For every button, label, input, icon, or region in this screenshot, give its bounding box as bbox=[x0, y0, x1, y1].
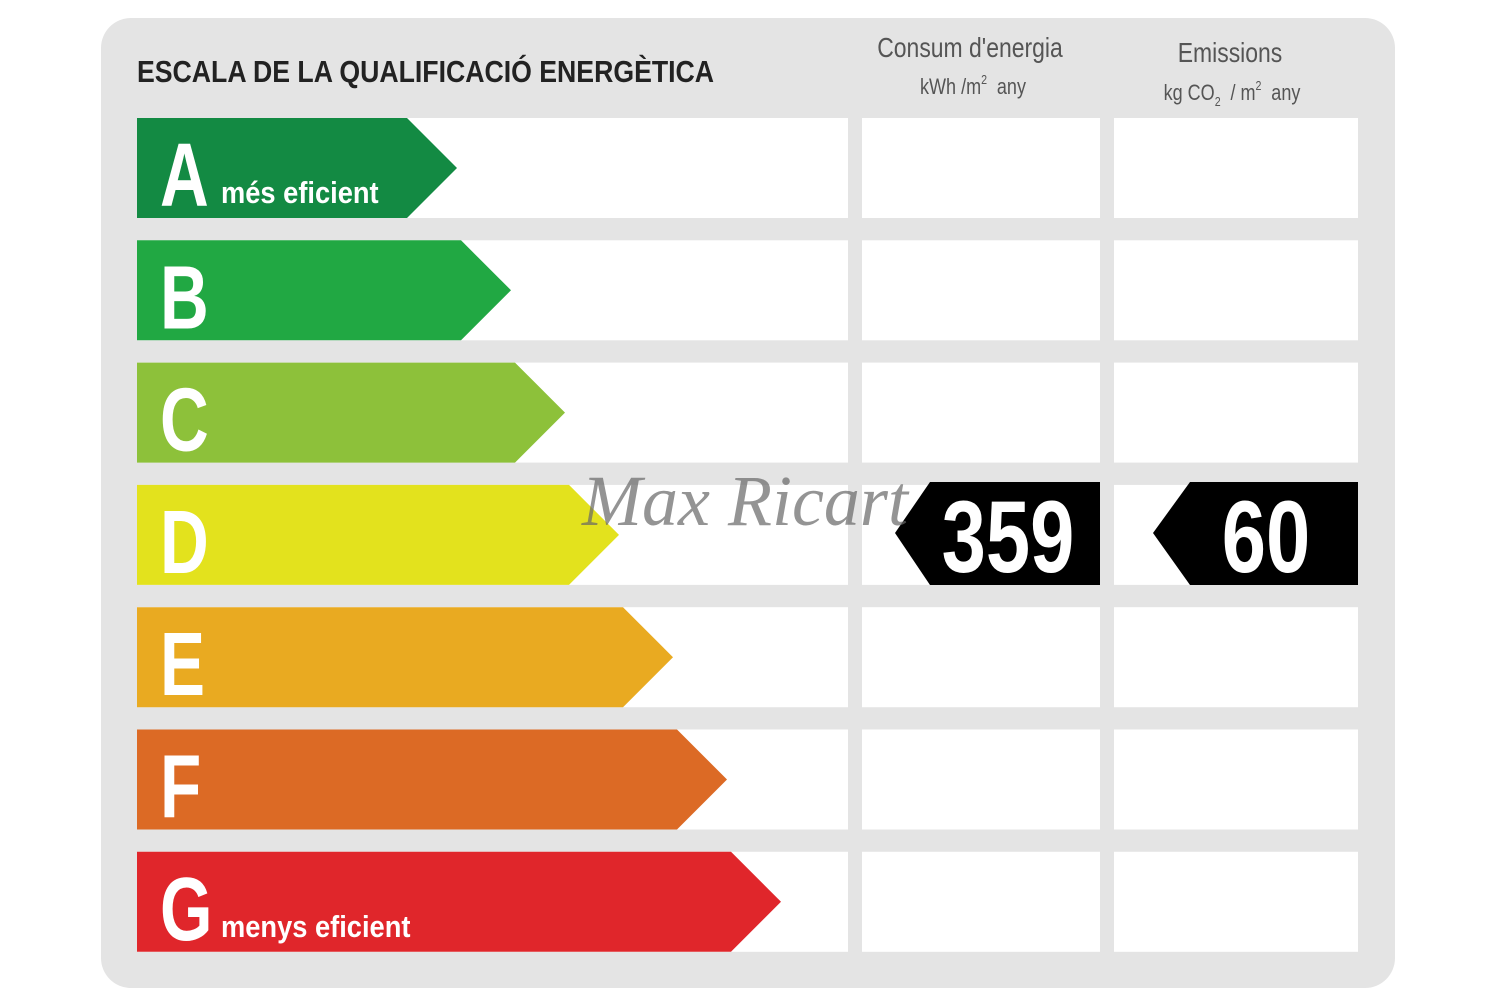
emissions-cell bbox=[1114, 240, 1358, 341]
class-letter: G bbox=[160, 858, 213, 959]
class-arrow bbox=[137, 607, 673, 708]
consumption-cell bbox=[862, 607, 1100, 708]
emissions-cell bbox=[1114, 851, 1358, 952]
class-arrow bbox=[137, 118, 457, 218]
emissions-rating: 60 bbox=[1153, 481, 1358, 595]
consumption-unit: kWh /m2 any bbox=[920, 72, 1027, 99]
unit-part: any bbox=[1271, 81, 1301, 105]
class-note: més eficient bbox=[221, 176, 379, 210]
emissions-cell bbox=[1114, 607, 1358, 708]
class-letter: B bbox=[160, 247, 209, 348]
class-letter: E bbox=[160, 614, 205, 715]
class-letter: C bbox=[160, 369, 209, 470]
rating-arrow bbox=[895, 482, 1100, 585]
title: ESCALA DE LA QUALIFICACIÓ ENERGÈTICA bbox=[137, 53, 714, 89]
consumption-rating: 359 bbox=[895, 481, 1100, 595]
unit-part: any bbox=[997, 75, 1027, 99]
class-note: menys eficient bbox=[221, 910, 411, 944]
emissions-value: 60 bbox=[1222, 481, 1311, 595]
consumption-cell bbox=[862, 851, 1100, 952]
class-letter: A bbox=[160, 125, 209, 226]
rating-arrow bbox=[1153, 482, 1358, 585]
consumption-header: Consum d'energia bbox=[877, 33, 1063, 64]
consumption-cell bbox=[862, 729, 1100, 830]
emissions-cell bbox=[1114, 118, 1358, 218]
class-arrow bbox=[137, 729, 727, 830]
consumption-cell bbox=[862, 118, 1100, 218]
unit-part: / m bbox=[1230, 81, 1255, 105]
unit-part: kWh /m bbox=[920, 75, 981, 99]
class-arrow bbox=[137, 851, 781, 952]
consumption-value: 359 bbox=[942, 481, 1075, 595]
class-letter: F bbox=[160, 736, 201, 837]
class-arrow bbox=[137, 484, 619, 585]
emissions-unit: kg CO2/ m2 any bbox=[1164, 78, 1302, 109]
consumption-cell bbox=[862, 362, 1100, 463]
class-arrow bbox=[137, 362, 565, 463]
watermark: Max Ricart bbox=[581, 461, 910, 541]
emissions-cell bbox=[1114, 362, 1358, 463]
emissions-cell bbox=[1114, 729, 1358, 830]
unit-sup: 2 bbox=[1256, 78, 1262, 93]
class-arrow bbox=[137, 240, 511, 341]
unit-part: kg CO bbox=[1164, 81, 1215, 105]
unit-sup: 2 bbox=[981, 72, 987, 87]
unit-sub: 2 bbox=[1215, 94, 1221, 109]
consumption-cell bbox=[862, 240, 1100, 341]
emissions-header: Emissions bbox=[1178, 38, 1283, 69]
class-letter: D bbox=[160, 491, 209, 592]
